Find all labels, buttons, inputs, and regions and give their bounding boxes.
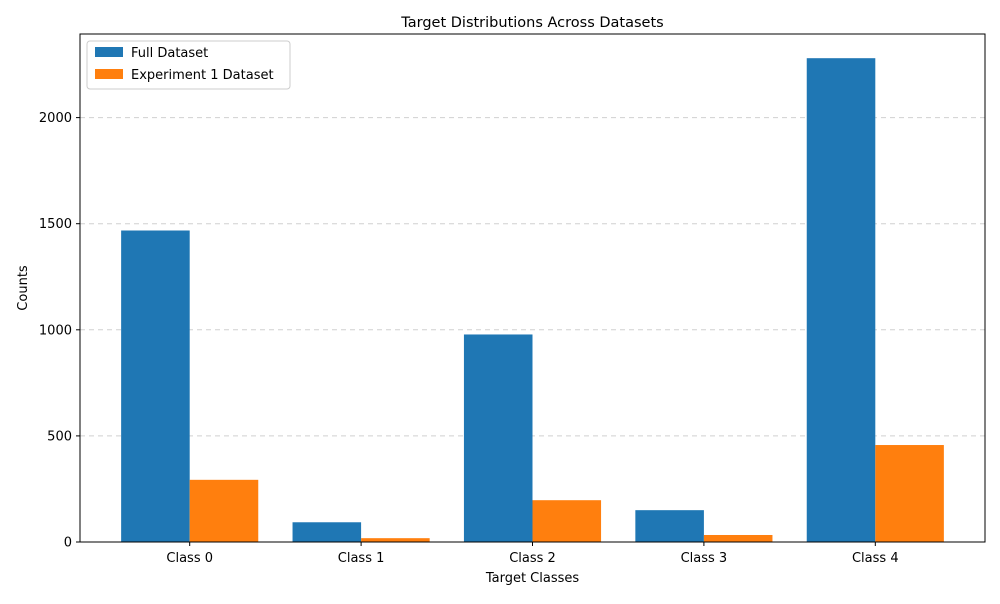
y-tick-label: 1000 [39, 323, 72, 338]
x-tick-label: Class 0 [166, 551, 213, 566]
y-tick-label: 500 [47, 429, 72, 444]
y-tick-label: 0 [64, 536, 72, 551]
x-tick-label: Class 1 [338, 551, 385, 566]
legend-swatch-full-dataset [95, 47, 123, 57]
legend: Full Dataset Experiment 1 Dataset [86, 40, 291, 90]
bar-full-dataset-class-2 [463, 334, 533, 542]
x-tick-label: Class 3 [681, 551, 728, 566]
x-axis-label: Target Classes [485, 571, 580, 586]
bar-full-dataset-class-4 [806, 58, 876, 542]
legend-label-experiment-1-dataset: Experiment 1 Dataset [131, 68, 274, 83]
x-axis: Class 0 Class 1 Class 2 Class 3 Class 4 [166, 542, 899, 566]
legend-frame [86, 40, 291, 90]
bar-full-dataset-class-0 [121, 230, 190, 542]
bar-full-dataset-class-1 [292, 522, 362, 542]
y-tick-label: 2000 [39, 111, 72, 126]
bars [121, 58, 944, 542]
bar-experiment-1-dataset-class-3 [703, 534, 773, 542]
chart-title: Target Distributions Across Datasets [400, 15, 663, 31]
y-axis-label: Counts [16, 265, 31, 311]
bar-experiment-1-dataset-class-2 [532, 500, 602, 542]
x-tick-label: Class 2 [509, 551, 556, 566]
y-tick-label: 1500 [39, 217, 72, 232]
x-tick-label: Class 4 [852, 551, 899, 566]
legend-swatch-experiment-1-dataset [95, 69, 123, 79]
y-axis: 0 500 1000 1500 2000 [39, 111, 80, 551]
bar-experiment-1-dataset-class-1 [361, 538, 430, 542]
bar-experiment-1-dataset-class-4 [875, 445, 944, 542]
legend-label-full-dataset: Full Dataset [131, 46, 208, 61]
bar-full-dataset-class-3 [635, 510, 704, 542]
bar-experiment-1-dataset-class-0 [189, 479, 259, 542]
